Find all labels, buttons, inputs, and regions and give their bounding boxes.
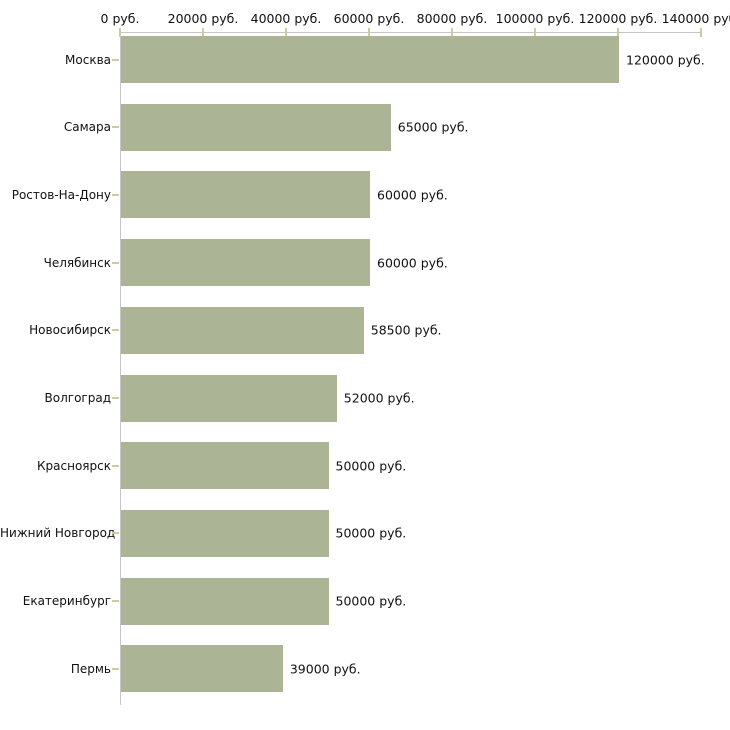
category-label: Екатеринбург bbox=[22, 594, 111, 609]
value-label: 52000 руб. bbox=[343, 390, 415, 406]
category-label: Новосибирск bbox=[29, 323, 111, 338]
category-tick-mark bbox=[112, 464, 119, 467]
category-label: Красноярск bbox=[37, 458, 111, 473]
x-tick-label: 40000 руб. bbox=[250, 11, 322, 26]
bar bbox=[121, 645, 283, 693]
category-label: Челябинск bbox=[43, 255, 111, 270]
category-tick-mark bbox=[112, 261, 119, 264]
bar bbox=[121, 509, 329, 557]
category-tick-mark bbox=[112, 329, 119, 332]
x-tick-label: 120000 руб. bbox=[578, 11, 658, 26]
category-label: Самара bbox=[63, 120, 111, 135]
value-label: 50000 руб. bbox=[335, 458, 407, 474]
value-label: 60000 руб. bbox=[377, 187, 448, 203]
value-label: 120000 руб. bbox=[626, 52, 705, 67]
category-label: Волгоград bbox=[44, 391, 111, 405]
x-tick-mark bbox=[451, 28, 453, 37]
x-tick-mark bbox=[119, 28, 121, 37]
x-axis-line bbox=[120, 32, 702, 33]
x-tick-label: 60000 руб. bbox=[333, 11, 405, 26]
value-label: 60000 руб. bbox=[377, 255, 448, 271]
bar bbox=[121, 103, 391, 151]
x-tick-mark bbox=[285, 28, 287, 37]
value-label: 65000 руб. bbox=[397, 119, 469, 135]
category-tick-mark bbox=[112, 58, 119, 61]
category-tick-mark bbox=[112, 126, 119, 129]
y-axis-line bbox=[120, 32, 121, 705]
bar bbox=[121, 171, 370, 219]
x-tick-label: 80000 руб. bbox=[416, 11, 488, 26]
category-tick-mark bbox=[112, 600, 119, 603]
bar bbox=[121, 577, 329, 625]
category-label: Пермь bbox=[70, 661, 111, 676]
category-label: Москва bbox=[65, 52, 111, 67]
category-tick-mark bbox=[112, 532, 119, 535]
bar bbox=[121, 442, 329, 490]
bar bbox=[121, 239, 370, 287]
x-tick-label: 100000 руб. bbox=[495, 11, 575, 26]
x-tick-label: 0 руб. bbox=[100, 11, 140, 26]
x-tick-mark bbox=[617, 28, 619, 37]
x-tick-label: 20000 руб. bbox=[167, 11, 239, 26]
bar bbox=[121, 306, 364, 354]
category-label: Нижний Новгород bbox=[0, 526, 116, 541]
x-tick-mark bbox=[368, 28, 370, 37]
category-label: Ростов-На-Дону bbox=[11, 187, 111, 202]
bar bbox=[121, 36, 619, 83]
x-tick-mark bbox=[700, 28, 702, 37]
value-label: 50000 руб. bbox=[335, 525, 407, 541]
category-tick-mark bbox=[112, 193, 119, 196]
value-label: 39000 руб. bbox=[289, 661, 361, 677]
category-tick-mark bbox=[112, 667, 119, 670]
x-tick-mark bbox=[534, 28, 536, 37]
x-tick-label: 140000 руб. bbox=[661, 11, 730, 26]
value-label: 50000 руб. bbox=[335, 593, 407, 609]
category-tick-mark bbox=[112, 397, 119, 399]
x-tick-mark bbox=[202, 28, 204, 37]
value-label: 58500 руб. bbox=[370, 322, 442, 338]
bar bbox=[121, 374, 337, 422]
